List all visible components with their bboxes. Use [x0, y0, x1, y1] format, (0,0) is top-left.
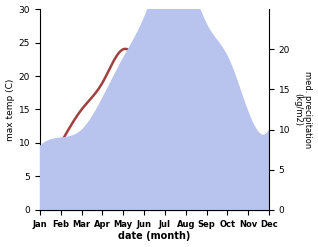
X-axis label: date (month): date (month): [118, 231, 191, 242]
Y-axis label: max temp (C): max temp (C): [5, 78, 15, 141]
Y-axis label: med. precipitation
(kg/m2): med. precipitation (kg/m2): [293, 71, 313, 148]
